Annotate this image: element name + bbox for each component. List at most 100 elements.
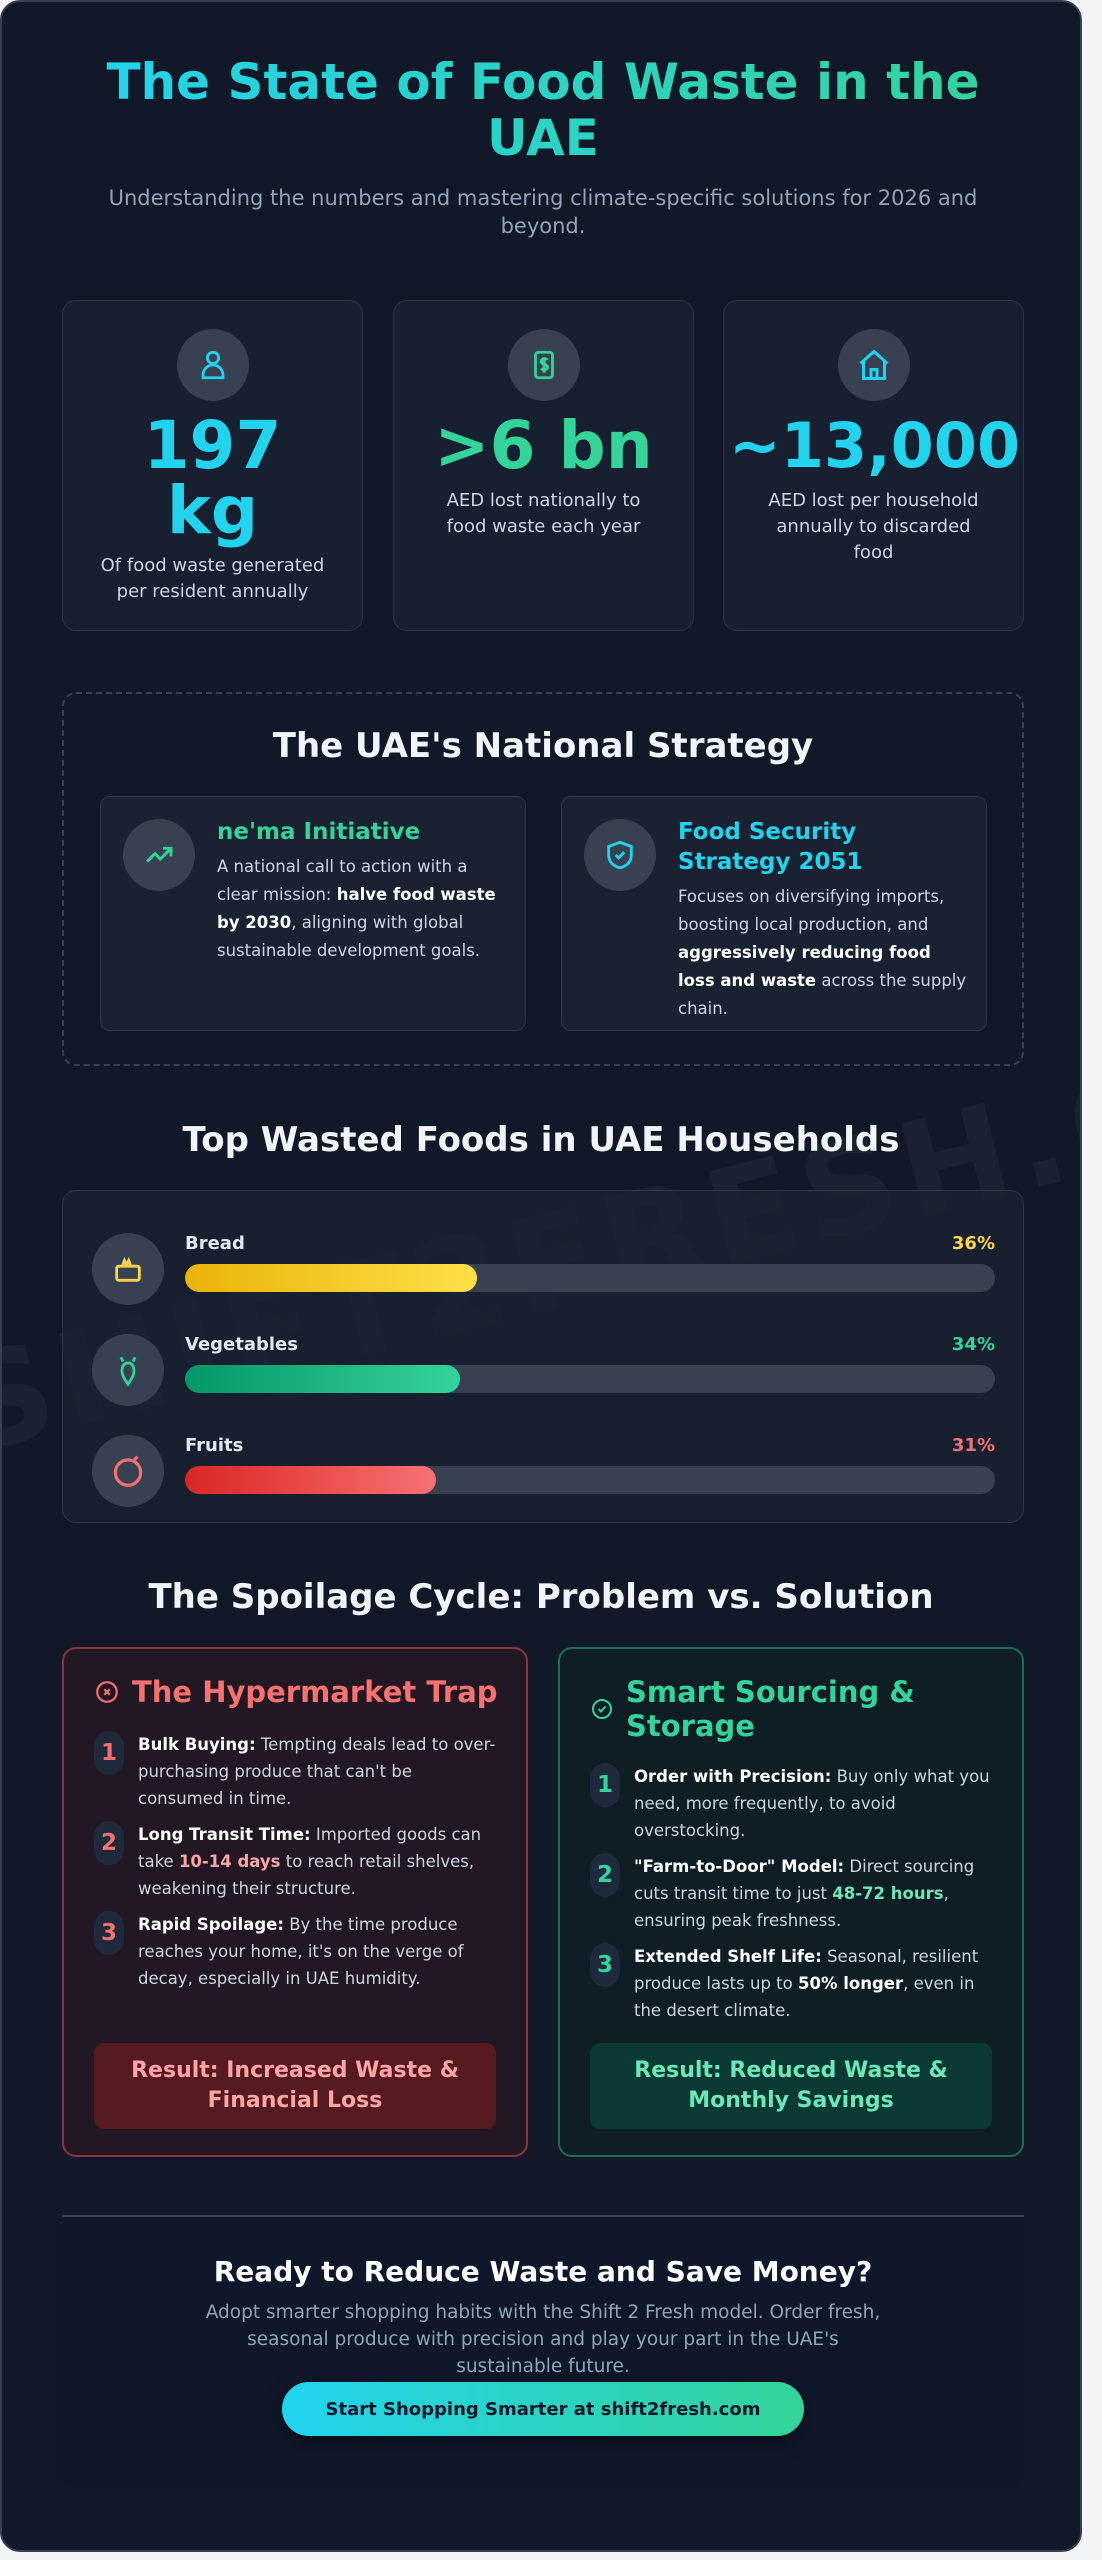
body-text: across the supply chain.	[678, 971, 967, 1018]
shield-check-icon	[584, 819, 656, 891]
section-heading: The Spoilage Cycle: Problem vs. Solution	[148, 1577, 934, 1617]
list-item: 1 Bulk Buying: Tempting deals lead to ove…	[94, 1731, 502, 1812]
start-shopping-button[interactable]: Start Shopping Smarter at shift2fresh.co…	[282, 2382, 804, 2436]
item-text: Order with Precision: Buy only what you …	[634, 1763, 998, 1844]
body-text: Buy only what you need, more frequently,…	[634, 1767, 990, 1840]
stat-description: Of food waste generated per resident ann…	[100, 555, 325, 602]
problem-box: The Hypermarket Trap 1 Bulk Buying: Tempti…	[62, 1647, 528, 2157]
emphasis-text: Bulk Buying:	[138, 1735, 256, 1754]
strategy-card-food-security: Food Security Strategy 2051 Focuses on d…	[561, 796, 987, 1031]
body-text: to reach retail shelves, weakening their…	[138, 1852, 475, 1898]
step-number: 2	[590, 1853, 620, 1897]
body-text: Direct sourcing cuts transit time to jus…	[634, 1857, 975, 1903]
progress-track	[185, 1466, 995, 1494]
emphasis-text: Long Transit Time:	[138, 1825, 311, 1844]
home-icon	[838, 329, 910, 401]
bread-icon	[92, 1233, 164, 1305]
apple-icon	[92, 1435, 164, 1507]
box-title-text: The Hypermarket Trap	[132, 1675, 498, 1709]
strategy-title: Food Security Strategy 2051	[678, 819, 863, 875]
food-label: Bread	[185, 1233, 245, 1254]
user-icon	[177, 329, 249, 401]
emphasis-text: Rapid Spoilage:	[138, 1915, 284, 1934]
strategy-title: ne'ma Initiative	[217, 819, 421, 845]
emphasis-text: aggressively reducing food loss and wast…	[678, 943, 931, 990]
list-item: 2 "Farm-to-Door" Model: Direct sourcing c…	[590, 1853, 998, 1934]
divider	[62, 2215, 1024, 2217]
food-label: Vegetables	[185, 1334, 298, 1355]
progress-fill	[185, 1365, 461, 1393]
progress-track	[185, 1365, 995, 1393]
national-strategy-section: The UAE's National Strategy ne'ma Initia…	[62, 692, 1024, 1066]
wasted-foods-chart: Bread 36% Vegetables 34% Fruits 31%	[62, 1190, 1024, 1523]
strategy-body: Focuses on diversifying imports, boostin…	[678, 883, 968, 1023]
result-banner: Result: Reduced Waste & Monthly Savings	[590, 2043, 992, 2129]
emphasis-text: Order with Precision:	[634, 1767, 832, 1786]
stat-description: AED lost nationally to food waste each y…	[446, 490, 641, 537]
stat-card-household-loss: ~13,000 AED lost per household annually …	[723, 300, 1024, 631]
strategy-body: A national call to action with a clear m…	[217, 853, 507, 965]
progress-track	[185, 1264, 995, 1292]
item-text: Long Transit Time: Imported goods can ta…	[138, 1821, 502, 1902]
item-text: Rapid Spoilage: By the time produce reac…	[138, 1911, 502, 1992]
carrot-icon	[92, 1334, 164, 1406]
emphasis-text: 50% longer	[797, 1974, 904, 1993]
body-text: , ensuring peak freshness.	[634, 1884, 949, 1930]
food-row-bread: Bread 36%	[63, 1227, 1023, 1307]
stat-card-national-loss: >6 bn AED lost nationally to food waste …	[393, 300, 694, 631]
emphasis-text: halve food waste by 2030	[217, 885, 496, 932]
body-text: Seasonal, resilient produce lasts up to	[634, 1947, 979, 1993]
food-percent: 31%	[951, 1435, 995, 1456]
result-banner: Result: Increased Waste & Financial Loss	[94, 2043, 496, 2129]
body-text: Tempting deals lead to over-purchasing p…	[138, 1735, 496, 1808]
page-title: The State of Food Waste in the UAE	[62, 54, 1024, 166]
trending-up-icon	[123, 819, 195, 891]
emphasis-text: Extended Shelf Life:	[634, 1947, 822, 1966]
list-item: 2 Long Transit Time: Imported goods can t…	[94, 1821, 502, 1902]
cta-section: Ready to Reduce Waste and Save Money? Ad…	[62, 2217, 1024, 2487]
page-subtitle: Understanding the numbers and mastering …	[108, 186, 978, 238]
emphasis-text: "Farm-to-Door" Model:	[634, 1857, 845, 1876]
cta-body: Adopt smarter shopping habits with the S…	[205, 2302, 881, 2377]
item-text: "Farm-to-Door" Model: Direct sourcing cu…	[634, 1853, 998, 1934]
item-text: Bulk Buying: Tempting deals lead to over…	[138, 1731, 502, 1812]
strategy-card-nema: ne'ma Initiative A national call to acti…	[100, 796, 526, 1031]
check-circle-icon	[590, 1697, 614, 1721]
food-row-fruits: Fruits 31%	[63, 1429, 1023, 1509]
step-number: 3	[590, 1943, 620, 1987]
list-item: 3 Extended Shelf Life: Seasonal, resilien…	[590, 1943, 998, 2024]
box-title: Smart Sourcing & Storage	[590, 1675, 1002, 1743]
infographic-card: SHIFT2FRESH.COM The State of Food Waste …	[0, 0, 1082, 2552]
emphasis-text: 48-72 hours	[832, 1884, 944, 1903]
section-heading: Top Wasted Foods in UAE Households	[182, 1120, 900, 1160]
body-text: Imported goods can take	[138, 1825, 482, 1871]
step-number: 1	[94, 1731, 124, 1775]
stat-description: AED lost per household annually to disca…	[768, 490, 979, 563]
body-text: By the time produce reaches your home, i…	[138, 1915, 464, 1988]
body-text: , even in the desert climate.	[634, 1974, 975, 2020]
cta-title: Ready to Reduce Waste and Save Money?	[213, 2255, 873, 2288]
item-text: Extended Shelf Life: Seasonal, resilient…	[634, 1943, 998, 2024]
step-number: 3	[94, 1911, 124, 1955]
solution-box: Smart Sourcing & Storage 1 Order with Prec…	[558, 1647, 1024, 2157]
x-circle-icon	[94, 1679, 120, 1705]
progress-fill	[185, 1466, 437, 1494]
stat-value: >6 bn	[434, 407, 653, 484]
list-item: 3 Rapid Spoilage: By the time produce rea…	[94, 1911, 502, 1992]
step-number: 2	[94, 1821, 124, 1865]
list-item: 1 Order with Precision: Buy only what you…	[590, 1763, 998, 1844]
emphasis-text: 10-14 days	[178, 1852, 281, 1871]
section-heading: The UAE's National Strategy	[272, 726, 814, 766]
food-row-vegetables: Vegetables 34%	[63, 1328, 1023, 1408]
food-percent: 34%	[951, 1334, 995, 1355]
step-number: 1	[590, 1763, 620, 1807]
dollar-bill-icon	[508, 329, 580, 401]
body-text: , aligning with global sustainable devel…	[217, 913, 481, 960]
box-title-text: Smart Sourcing & Storage	[626, 1675, 915, 1743]
body-text: Focuses on diversifying imports, boostin…	[678, 887, 945, 934]
stat-value: 197 kg	[143, 407, 282, 549]
body-text: A national call to action with a clear m…	[217, 857, 468, 904]
box-title: The Hypermarket Trap	[94, 1675, 506, 1709]
food-percent: 36%	[951, 1233, 995, 1254]
stat-card-per-resident: 197 kg Of food waste generated per resid…	[62, 300, 363, 631]
